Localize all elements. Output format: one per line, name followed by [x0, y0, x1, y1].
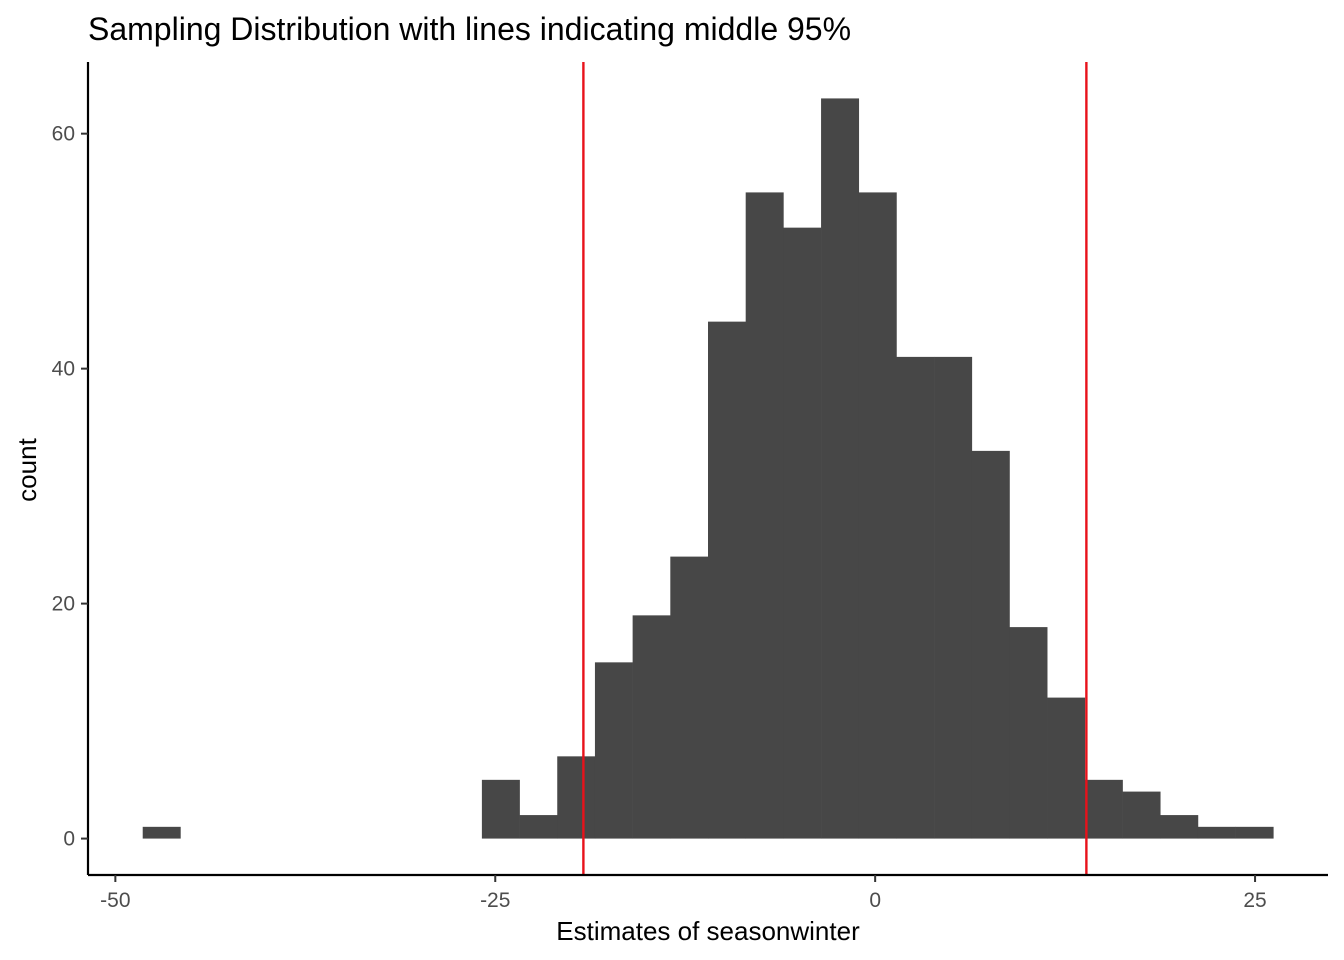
- x-tick-label: -25: [480, 889, 510, 912]
- reference-lines: [582, 62, 1088, 875]
- histogram-bar: [783, 227, 822, 839]
- y-tick-label: 60: [52, 123, 75, 146]
- histogram-bar: [670, 556, 709, 839]
- histogram-bar: [1122, 791, 1161, 839]
- axes: [86, 62, 1328, 877]
- histogram-bar: [1197, 826, 1236, 839]
- histogram-bar: [708, 321, 746, 839]
- histogram-bar: [971, 450, 1010, 839]
- histogram-bar: [557, 756, 596, 839]
- histogram-bar: [858, 192, 897, 839]
- x-tick-label: 25: [1243, 889, 1266, 912]
- histogram-bar: [594, 662, 633, 839]
- x-axis-title: Estimates of seasonwinter: [556, 916, 860, 946]
- histogram-bar: [1009, 627, 1048, 839]
- histogram-bar: [481, 779, 520, 839]
- histogram-bar: [745, 192, 784, 839]
- x-tick-label: -50: [100, 889, 130, 912]
- histogram-bar: [1235, 826, 1274, 839]
- ticks: -50 -25 0 25 0 20 40 60: [52, 123, 1267, 912]
- histogram-bar: [519, 815, 558, 839]
- histogram-bar: [934, 356, 973, 839]
- histogram-bar: [1047, 697, 1086, 839]
- chart-title: Sampling Distribution with lines indicat…: [88, 11, 851, 47]
- y-tick-label: 40: [52, 358, 75, 381]
- histogram-bar: [632, 615, 671, 839]
- y-tick-label: 20: [52, 593, 75, 616]
- y-tick-label: 0: [63, 828, 75, 851]
- bars-layer: [142, 98, 1274, 839]
- histogram-bar: [896, 356, 935, 839]
- x-tick-label: 0: [869, 889, 881, 912]
- histogram-bar: [821, 98, 860, 839]
- histogram-bar: [1084, 779, 1123, 839]
- histogram-bar: [1160, 815, 1199, 839]
- histogram-bar: [142, 826, 181, 839]
- y-axis-title: count: [12, 437, 42, 501]
